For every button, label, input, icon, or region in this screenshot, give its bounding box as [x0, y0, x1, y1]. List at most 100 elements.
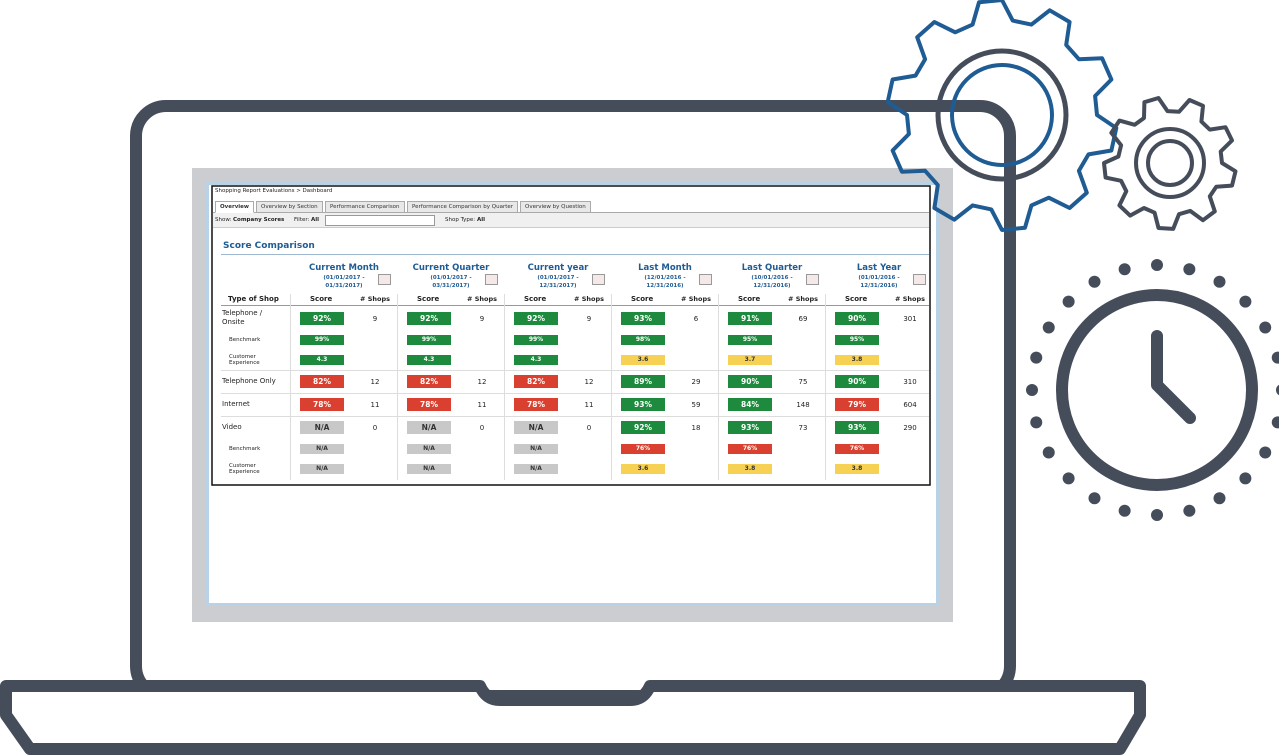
clock-dot [1088, 275, 1101, 288]
row-label: Internet [222, 399, 250, 408]
tab[interactable]: Overview by Question [520, 201, 591, 213]
shop-count: 11 [584, 400, 594, 409]
shop-count: 75 [798, 377, 808, 386]
shop-count: 301 [903, 314, 917, 323]
shop-count: 310 [903, 377, 917, 386]
shop-count: 9 [586, 314, 592, 323]
score-badge: 98% [621, 335, 665, 345]
shop-count: 290 [903, 423, 917, 432]
filter-value[interactable]: All [477, 217, 486, 223]
row-label: Telephone / Onsite [222, 309, 263, 326]
clock-dot [1259, 321, 1272, 334]
score-badge: 4.3 [300, 355, 344, 365]
calendar-button[interactable] [699, 274, 712, 285]
score-badge: 92% [514, 312, 558, 325]
score-badge: 82% [514, 375, 558, 388]
score-badge: 90% [835, 312, 879, 325]
section-rule [221, 254, 929, 255]
score-badge: 78% [300, 398, 344, 411]
score-badge: N/A [407, 464, 451, 474]
gear-inner [950, 63, 1054, 167]
period-range: 12/31/2016) [860, 283, 898, 289]
shop-count: 9 [479, 314, 485, 323]
score-header: Score [524, 295, 547, 303]
group-rule [221, 393, 929, 394]
shop-count: 69 [798, 314, 808, 323]
shops-header: # Shops [360, 295, 391, 303]
score-badge: N/A [300, 464, 344, 474]
score-badge: 78% [514, 398, 558, 411]
tab[interactable]: Performance Comparison [325, 201, 405, 213]
row-label: Customer Experience [229, 354, 260, 366]
calendar-button[interactable] [913, 274, 926, 285]
score-badge: 93% [835, 421, 879, 434]
period-range: (01/01/2017 - [430, 275, 472, 281]
group-rule [221, 416, 929, 417]
score-badge: 90% [728, 375, 772, 388]
gear-inner [1146, 139, 1194, 187]
clock-dot [1276, 384, 1279, 396]
header-rule [221, 305, 929, 306]
score-badge: 92% [407, 312, 451, 325]
clock-dot [1062, 295, 1075, 308]
score-badge: 76% [835, 444, 879, 454]
clock-dot [1030, 351, 1043, 364]
clock-dot [1271, 416, 1279, 429]
period-range: (01/01/2017 - [323, 275, 365, 281]
calendar-button[interactable] [378, 274, 391, 285]
score-badge: 93% [621, 312, 665, 325]
clock-dot [1183, 263, 1196, 276]
breadcrumb: Shopping Report Evaluations > Dashboard [215, 188, 333, 194]
score-badge: 99% [300, 335, 344, 345]
period-range: (12/01/2016 - [644, 275, 686, 281]
shop-count: 12 [477, 377, 487, 386]
score-badge: 93% [621, 398, 665, 411]
shop-count: 0 [586, 423, 592, 432]
clock-dot [1151, 509, 1163, 521]
tab[interactable]: Overview [215, 201, 254, 213]
filter-value[interactable]: All [311, 217, 320, 223]
row-label: Benchmark [229, 337, 261, 343]
score-header: Score [845, 295, 868, 303]
filter-select[interactable] [325, 215, 435, 226]
column-divider [825, 294, 826, 480]
row-label: Benchmark [229, 446, 261, 452]
score-badge: 82% [407, 375, 451, 388]
filter-bar [213, 213, 929, 228]
calendar-button[interactable] [806, 274, 819, 285]
clock-dot [1062, 472, 1075, 485]
score-badge: 3.6 [621, 355, 665, 365]
clock-dot [1239, 295, 1252, 308]
clock-dot [1118, 263, 1131, 276]
filter-value[interactable]: Company Scores [233, 217, 285, 223]
gear [885, 0, 1119, 232]
shops-header: # Shops [467, 295, 498, 303]
score-badge: 90% [835, 375, 879, 388]
row-header: Type of Shop [228, 295, 279, 303]
period-title: Current year [527, 263, 589, 273]
tab[interactable]: Performance Comparison by Quarter [407, 201, 519, 213]
clock-dot [1042, 446, 1055, 459]
score-badge: N/A [407, 444, 451, 454]
gear [1102, 96, 1238, 231]
shops-header: # Shops [574, 295, 605, 303]
shop-count: 18 [691, 423, 701, 432]
clock-dot [1259, 446, 1272, 459]
shop-count: 12 [584, 377, 594, 386]
column-divider [397, 294, 398, 480]
tab[interactable]: Overview by Section [256, 201, 323, 213]
calendar-button[interactable] [592, 274, 605, 285]
score-badge: 4.3 [407, 355, 451, 365]
period-range: 01/31/2017) [325, 283, 363, 289]
shops-header: # Shops [681, 295, 712, 303]
score-badge: N/A [300, 444, 344, 454]
score-badge: 99% [514, 335, 558, 345]
period-range: 12/31/2017) [539, 283, 577, 289]
clock-hands [1151, 330, 1196, 424]
score-badge: 92% [621, 421, 665, 434]
period-range: (01/01/2017 - [537, 275, 579, 281]
score-badge: 76% [621, 444, 665, 454]
score-badge: 3.6 [621, 464, 665, 474]
calendar-button[interactable] [485, 274, 498, 285]
